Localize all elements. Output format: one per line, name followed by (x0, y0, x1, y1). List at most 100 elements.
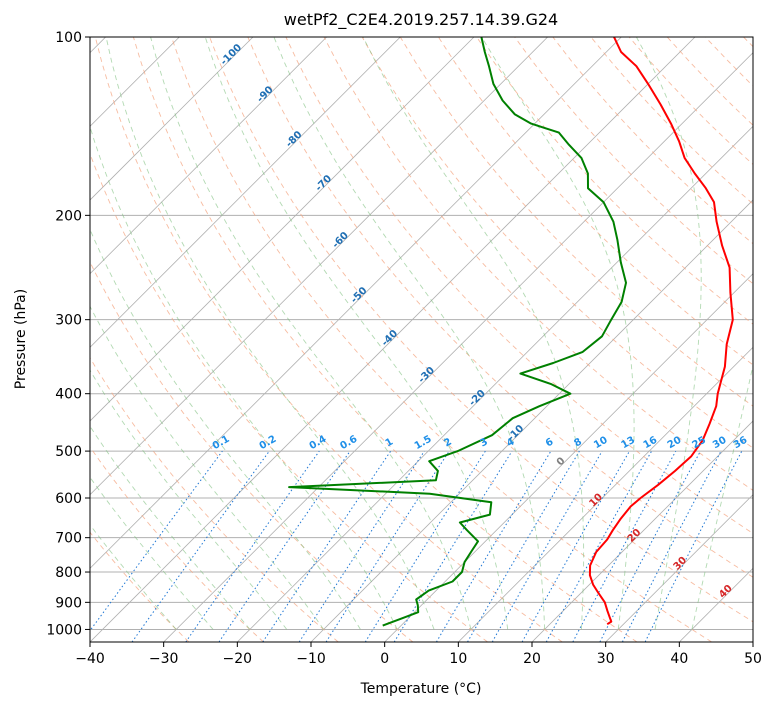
axis-ticks: −40 −30 −20 −10 0 10 20 30 40 5010020030040050060… (46, 30, 762, 667)
y-tick-label: 200 (55, 208, 82, 224)
moist-adiabat (481, 37, 635, 630)
isotherm (90, 37, 327, 275)
mixing-ratio-line (364, 450, 486, 642)
dewpoint-line (288, 37, 627, 627)
moist-adiabat (90, 425, 251, 630)
mixing-ratio-line (521, 450, 630, 642)
mixing-ratio-line (218, 450, 351, 642)
y-tick-label: 300 (55, 313, 82, 329)
mixing-ratio-line (90, 450, 223, 632)
dry-adiabat (209, 37, 753, 623)
dry-adiabat (94, 37, 563, 642)
isotherm (90, 37, 696, 642)
moist-adiabat (90, 125, 398, 630)
y-tick-label: 700 (55, 531, 82, 547)
dry-adiabat (514, 37, 753, 285)
moist-adiabat (90, 369, 288, 630)
moist-adiabat (90, 524, 177, 630)
mixing-ratio-line (262, 450, 392, 642)
isotherm-label: -60 (330, 230, 351, 251)
dry-adiabat (590, 37, 753, 205)
warm-isotherm-label: 10 (587, 492, 605, 510)
x-tick-label: 40 (670, 651, 688, 667)
temperature-line (588, 37, 734, 626)
warm-isotherm-label: 20 (626, 527, 644, 545)
isotherm-label: -20 (467, 388, 488, 409)
isotherm (458, 346, 753, 642)
mixing-ratio-label: 6 (544, 436, 556, 449)
moist-adiabat (150, 37, 472, 630)
dry-adiabat (743, 37, 753, 48)
mixing-ratio-line (185, 450, 320, 642)
dry-adiabat (438, 37, 753, 366)
dry-adiabat (476, 37, 753, 325)
background-lines (90, 37, 753, 642)
x-tick-label: 50 (744, 651, 762, 667)
isotherm (163, 52, 753, 642)
moist-adiabat (691, 363, 753, 630)
dry-adiabat (132, 37, 638, 642)
isotherm-label: -90 (255, 84, 276, 105)
dry-adiabat (247, 37, 753, 578)
mixing-ratio-label: 36 (732, 435, 750, 452)
dry-adiabat (704, 37, 753, 87)
moist-adiabat (362, 37, 585, 630)
plot-frame (89, 36, 754, 643)
dry-adiabat (90, 531, 190, 642)
mixing-ratio-label: 20 (666, 435, 684, 452)
x-tick-label: −30 (149, 651, 179, 667)
x-tick-label: 10 (449, 651, 467, 667)
y-tick-label: 600 (55, 491, 82, 507)
y-axis-label: Pressure (hPa) (13, 289, 29, 389)
y-tick-label: 100 (55, 30, 82, 46)
isotherm (605, 494, 753, 642)
dry-adiabat (361, 37, 753, 449)
mixing-ratio-line (131, 450, 270, 642)
isotherm (90, 37, 254, 201)
dry-adiabat (90, 356, 339, 642)
x-tick-label: 0 (380, 651, 389, 667)
dry-adiabat (90, 152, 488, 642)
dry-adiabat (552, 37, 753, 245)
isotherm (531, 420, 753, 642)
mixing-ratio-line (325, 450, 450, 642)
mixing-ratio-line (467, 450, 580, 642)
isotherm-label: -30 (417, 365, 438, 386)
dry-adiabat (666, 37, 753, 126)
isotherm (90, 37, 622, 569)
dry-adiabat (399, 37, 753, 407)
isotherm-label: -100 (219, 42, 245, 68)
chart-title: wetPf2_C2E4.2019.257.14.39.G24 (284, 10, 558, 30)
mixing-ratio-label: 1 (384, 436, 396, 449)
mixing-ratio-line (572, 450, 677, 642)
dry-adiabat (90, 446, 264, 642)
mixing-ratio-label: 8 (572, 436, 584, 449)
isotherm (90, 37, 475, 422)
warm-isotherm-label: 30 (672, 555, 690, 573)
moist-adiabat (90, 228, 361, 630)
zero-isotherm-label: 0 (555, 456, 568, 469)
warm-isotherm-label: 40 (717, 583, 735, 601)
isotherm-label: -40 (380, 328, 401, 349)
mixing-ratio-label: 4 (505, 436, 517, 449)
mixing-ratio-label: 30 (711, 435, 729, 452)
mixing-ratio-label: 3 (478, 436, 490, 449)
x-axis-label: Temperature (°C) (360, 681, 482, 697)
moist-adiabat (204, 37, 509, 630)
dry-adiabat (171, 37, 712, 642)
x-tick-label: −20 (223, 651, 253, 667)
moist-adiabat (636, 37, 702, 630)
moist-adiabat (90, 476, 214, 630)
x-tick-label: −10 (296, 651, 326, 667)
isotherm (752, 641, 753, 642)
mixing-ratio-label: 0.1 (211, 434, 232, 452)
isotherm-label: -80 (284, 129, 305, 150)
mixing-ratio-label: 2 (442, 436, 454, 449)
moist-adiabat (273, 37, 546, 630)
x-tick-label: 30 (597, 651, 615, 667)
mixing-ratio-line (393, 450, 513, 642)
mixing-ratio-label: 10 (592, 435, 610, 452)
x-tick-label: 20 (523, 651, 541, 667)
